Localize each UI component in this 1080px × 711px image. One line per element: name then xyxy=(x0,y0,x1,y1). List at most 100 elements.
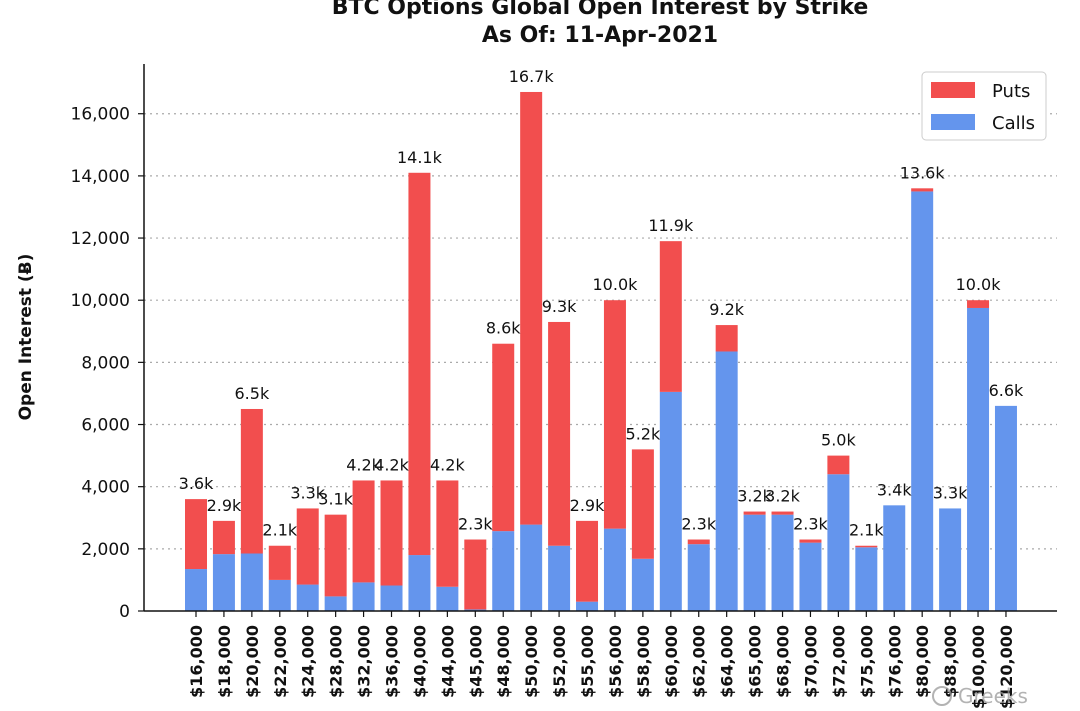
bar-puts xyxy=(576,520,599,602)
data-label: 2.1k xyxy=(849,521,884,540)
bar-calls xyxy=(771,514,794,611)
data-label: 2.3k xyxy=(793,515,828,534)
data-label: 3.3k xyxy=(933,483,968,502)
data-label: 14.1k xyxy=(397,148,443,167)
bar-calls xyxy=(827,474,850,611)
bar-calls xyxy=(240,553,263,611)
bar-puts xyxy=(352,480,375,583)
x-tick-label: $28,000 xyxy=(327,625,346,698)
y-tick-label: 4,000 xyxy=(81,478,130,498)
y-tick-label: 14,000 xyxy=(71,167,130,187)
bar-calls xyxy=(464,609,487,611)
bar-calls xyxy=(212,554,235,611)
data-label: 2.3k xyxy=(458,515,493,534)
bar-calls xyxy=(911,191,934,611)
bar-puts xyxy=(212,520,235,555)
bar-calls xyxy=(548,545,571,611)
bar-calls xyxy=(185,569,207,611)
data-label: 13.6k xyxy=(900,163,946,182)
watermark: Greeks xyxy=(932,684,1028,708)
y-tick-labels: 0 2,000 4,000 6,000 8,000 10,000 12,000 14,000 1… xyxy=(71,105,144,622)
bar-puts xyxy=(324,514,347,597)
bar-calls xyxy=(380,585,403,611)
data-label: 4.2k xyxy=(430,455,465,474)
data-label: 2.3k xyxy=(681,515,716,534)
bar-puts xyxy=(855,545,878,548)
bar-puts xyxy=(631,449,654,559)
watermark-text: Greeks xyxy=(958,684,1028,708)
data-label: 9.2k xyxy=(709,300,744,319)
x-tick-label: $22,000 xyxy=(271,625,290,698)
x-tick-label: $64,000 xyxy=(718,625,737,698)
bar-puts xyxy=(911,188,934,192)
x-tick-label: $65,000 xyxy=(746,625,765,698)
bar-puts xyxy=(659,241,682,392)
y-tick-label: 6,000 xyxy=(81,416,130,436)
legend-swatch-calls xyxy=(931,114,975,130)
bar-puts xyxy=(268,545,291,580)
x-tick-label: $45,000 xyxy=(466,625,485,698)
grid-lines xyxy=(144,113,1057,550)
x-tick-label: $60,000 xyxy=(662,625,681,698)
x-tick-label: $88,000 xyxy=(941,625,960,698)
x-tick-label: $36,000 xyxy=(383,625,402,698)
bar-puts xyxy=(743,511,766,515)
bar-puts xyxy=(296,508,319,585)
bar-calls xyxy=(687,544,710,611)
data-label: 2.1k xyxy=(262,521,297,540)
data-labels: 3.6k2.9k6.5k2.1k3.3k3.1k4.2k4.2k14.1k4.2… xyxy=(179,67,1024,540)
x-tick-label: $18,000 xyxy=(215,625,234,698)
bar-calls xyxy=(436,586,459,611)
bar-puts xyxy=(464,539,487,610)
bar-puts xyxy=(185,499,207,570)
data-label: 10.0k xyxy=(593,275,639,294)
x-tick-label: $50,000 xyxy=(522,625,541,698)
x-tick-labels: $16,000 $18,000 $20,000 $22,000 $24,000 $28,0… xyxy=(187,611,1016,709)
x-tick-label: $44,000 xyxy=(438,625,457,698)
x-tick-label: $40,000 xyxy=(410,625,429,698)
y-tick-label: 2,000 xyxy=(81,540,130,560)
legend-label-puts: Puts xyxy=(992,81,1030,102)
data-label: 5.0k xyxy=(821,431,856,450)
data-label: 4.2k xyxy=(346,455,381,474)
x-tick-label: $20,000 xyxy=(243,625,262,698)
axes xyxy=(143,64,1057,612)
y-tick-label: 16,000 xyxy=(71,105,130,125)
bar-puts xyxy=(827,455,850,475)
data-label: 3.1k xyxy=(318,490,353,509)
x-tick-label: $16,000 xyxy=(187,625,206,698)
bar-calls xyxy=(408,555,431,611)
bar-calls xyxy=(994,405,1017,611)
bar-calls xyxy=(603,528,626,611)
bar-puts xyxy=(967,300,990,308)
chart-title: BTC Options Global Open Interest by Stri… xyxy=(332,0,869,20)
x-tick-label: $56,000 xyxy=(606,625,625,698)
data-label: 5.2k xyxy=(626,424,661,443)
data-label: 3.3k xyxy=(290,483,325,502)
bar-calls xyxy=(576,601,599,611)
bar-puts xyxy=(520,91,543,525)
x-tick-label: $72,000 xyxy=(829,625,848,698)
bar-series xyxy=(185,91,1017,611)
x-tick-label: $68,000 xyxy=(774,625,793,698)
legend-label-calls: Calls xyxy=(992,113,1035,134)
bar-puts xyxy=(492,343,515,532)
legend-swatch-puts xyxy=(931,82,975,98)
bar-calls xyxy=(296,584,319,611)
data-label: 4.2k xyxy=(374,455,409,474)
y-tick-label: 8,000 xyxy=(81,353,130,373)
bar-puts xyxy=(436,480,459,587)
bar-puts xyxy=(715,325,738,352)
data-label: 3.2k xyxy=(737,487,772,506)
data-label: 3.6k xyxy=(179,474,214,493)
data-label: 16.7k xyxy=(509,67,555,86)
chart-subtitle: As Of: 11-Apr-2021 xyxy=(482,23,718,48)
y-tick-label: 0 xyxy=(119,602,130,622)
bar-calls xyxy=(855,547,878,611)
x-tick-label: $58,000 xyxy=(634,625,653,698)
bar-calls xyxy=(743,514,766,611)
bar-calls xyxy=(939,508,962,611)
x-tick-label: $75,000 xyxy=(857,625,876,698)
bar-calls xyxy=(715,351,738,611)
